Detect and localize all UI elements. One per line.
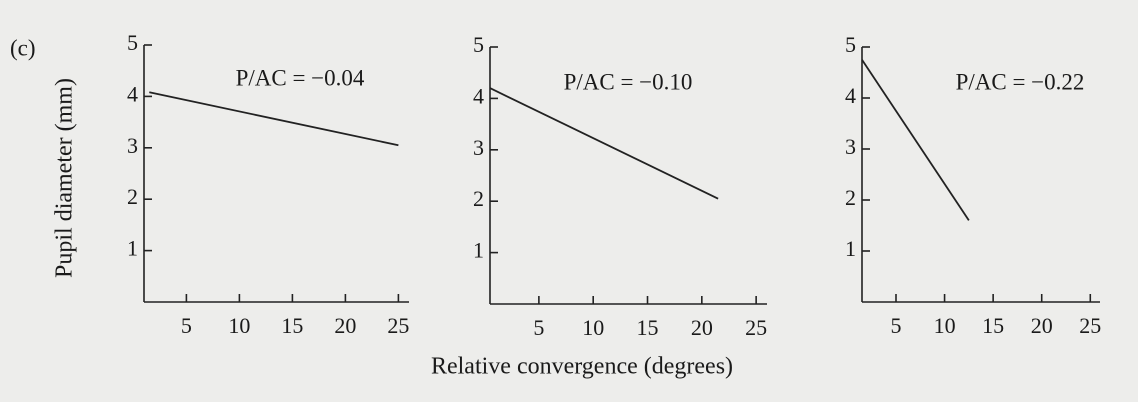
y-tick-label: 5 [127, 30, 138, 55]
y-tick-label: 1 [845, 236, 856, 261]
data-line [489, 87, 719, 200]
x-axis-label: Relative convergence (degrees) [431, 354, 733, 380]
y-axis-label: Pupil diameter (mm) [52, 78, 78, 278]
x-tick-label: 5 [181, 313, 192, 338]
x-tick-label: 10 [582, 315, 604, 340]
data-line [149, 91, 399, 147]
x-tick-label: 5 [533, 315, 544, 340]
y-tick-label: 4 [845, 83, 856, 108]
y-tick-label: 3 [127, 133, 138, 158]
x-tick-label: 15 [637, 315, 659, 340]
annotation: P/AC = −0.04 [236, 65, 365, 90]
y-tick-label: 2 [845, 185, 856, 210]
y-tick-label: 4 [127, 81, 138, 106]
y-tick-label: 3 [845, 134, 856, 159]
x-tick-label: 5 [891, 313, 902, 338]
x-tick-label: 25 [745, 315, 767, 340]
y-tick-label: 2 [473, 186, 484, 211]
x-tick-label: 20 [1031, 313, 1053, 338]
annotation: P/AC = −0.10 [564, 69, 693, 94]
y-tick-label: 3 [473, 135, 484, 160]
y-tick-label: 5 [845, 32, 856, 57]
y-tick-label: 2 [127, 184, 138, 209]
x-tick-label: 20 [334, 313, 356, 338]
x-tick-label: 10 [934, 313, 956, 338]
x-tick-label: 15 [281, 313, 303, 338]
y-tick-label: 5 [473, 32, 484, 57]
annotation: P/AC = −0.22 [956, 69, 1085, 94]
x-tick-label: 20 [691, 315, 713, 340]
data-line [861, 59, 970, 221]
y-tick-label: 1 [127, 236, 138, 261]
panel-label: (c) [10, 35, 36, 60]
x-tick-label: 15 [982, 313, 1004, 338]
x-tick-label: 25 [387, 313, 409, 338]
y-tick-label: 1 [473, 238, 484, 263]
x-tick-label: 10 [228, 313, 250, 338]
y-tick-label: 4 [473, 83, 484, 108]
x-tick-label: 25 [1079, 313, 1101, 338]
